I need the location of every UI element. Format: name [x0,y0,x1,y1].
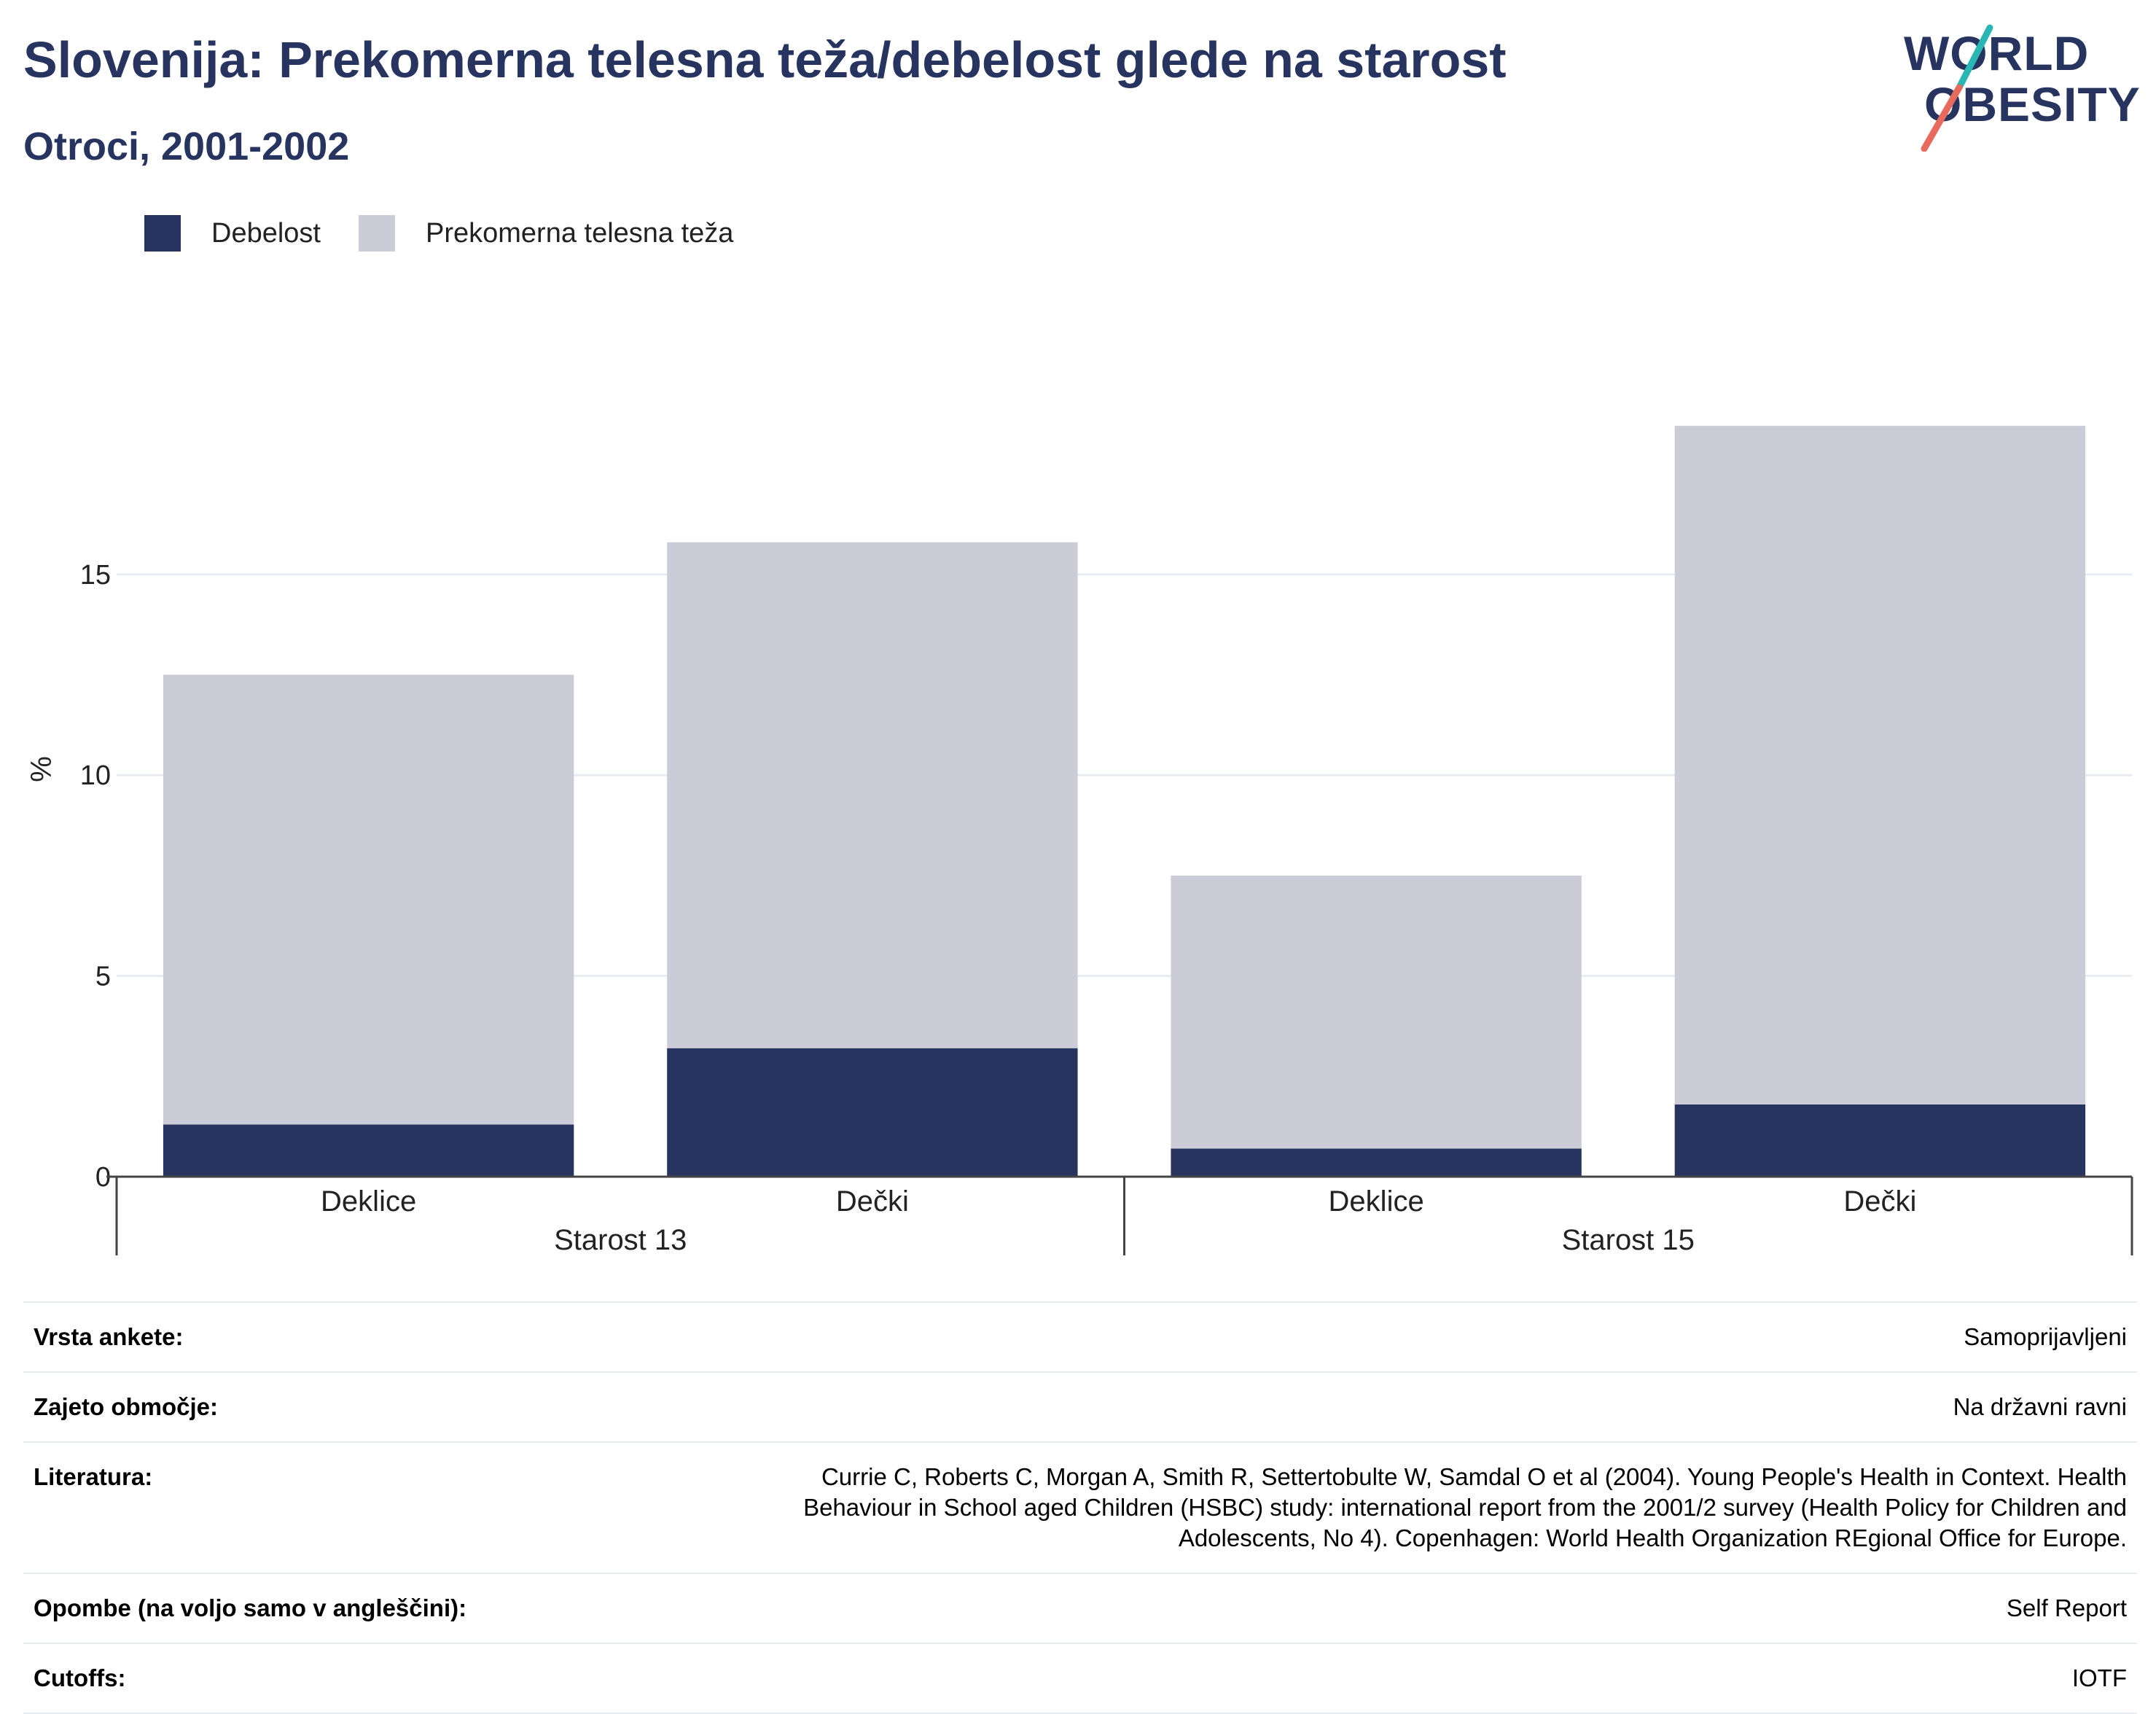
y-tick-label: 10 [80,760,111,791]
info-row-survey-type: Vrsta ankete: Samoprijavljeni [23,1301,2137,1372]
chart-legend: Debelost Prekomerna telesna teža [144,215,771,252]
legend-label-overweight: Prekomerna telesna teža [425,217,734,249]
legend-label-obesity: Debelost [211,217,321,249]
y-axis-title: % [26,756,58,782]
y-tick-label: 15 [80,560,111,591]
x-group-label: Starost 13 [554,1224,687,1256]
info-label: Opombe (na voljo samo v angleščini): [23,1573,700,1643]
x-tick-label: Deklice [1329,1185,1424,1218]
info-label: Cutoffs: [23,1643,700,1714]
bar-obesity [1171,1148,1582,1177]
bar-obesity [163,1124,574,1177]
logo-text-world: WORLD [1904,26,2089,80]
page-subtitle: Otroci, 2001-2002 [23,125,350,168]
info-label: Vrsta ankete: [23,1301,700,1372]
bar-overweight [1171,875,1582,1149]
bar-overweight [667,542,1078,1048]
world-obesity-logo: WORLD OBESITY [1904,24,2140,152]
survey-info-table: Vrsta ankete: Samoprijavljeni Zajeto obm… [23,1301,2137,1714]
x-tick-label: Dečki [1843,1185,1916,1218]
legend-swatch-overweight [358,215,395,252]
y-tick-label: 0 [95,1162,111,1193]
legend-item-overweight[interactable]: Prekomerna telesna teža [358,215,734,252]
info-row-notes: Opombe (na voljo samo v angleščini): Sel… [23,1573,2137,1643]
x-tick-label: Deklice [321,1185,416,1218]
info-row-cutoffs: Cutoffs: IOTF [23,1643,2137,1714]
info-label: Literatura: [23,1441,700,1573]
bar-obesity [1674,1104,2086,1177]
info-value: Self Report [700,1573,2137,1643]
y-tick-label: 5 [95,962,111,992]
info-value: Na državni ravni [700,1371,2137,1442]
x-tick-label: Dečki [836,1185,909,1218]
info-value: Samoprijavljeni [700,1301,2137,1372]
stacked-bar-chart: 0 5 10 15% Deklice Dečki Deklice Dečki Starost 1… [26,426,2133,1256]
legend-swatch-obesity [144,215,181,252]
info-label: Zajeto območje: [23,1371,700,1442]
bar-obesity [667,1048,1078,1177]
page-title: Slovenija: Prekomerna telesna teža/debel… [23,31,1507,88]
info-value: Currie C, Roberts C, Morgan A, Smith R, … [700,1441,2137,1573]
bar-overweight [163,674,574,1125]
x-group-label: Starost 15 [1562,1224,1695,1256]
legend-item-obesity[interactable]: Debelost [144,215,321,252]
bar-overweight [1674,426,2086,1105]
info-value: IOTF [700,1643,2137,1714]
info-row-literature: Literatura: Currie C, Roberts C, Morgan … [23,1441,2137,1573]
info-row-coverage: Zajeto območje: Na državni ravni [23,1371,2137,1442]
